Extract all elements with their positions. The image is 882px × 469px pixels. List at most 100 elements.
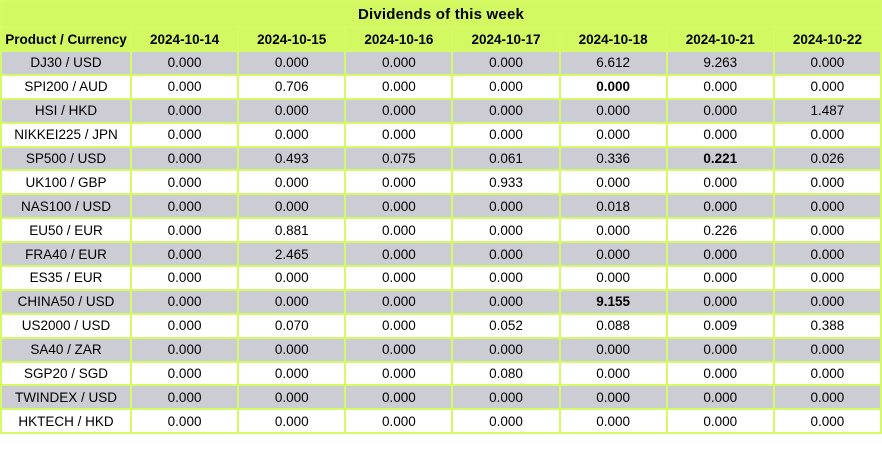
- dividend-value-cell: 2.465: [237, 241, 347, 268]
- dividend-value-cell: 0.088: [558, 312, 668, 339]
- product-currency-cell: HSI / HKD: [0, 97, 132, 124]
- dividend-value-cell: 0.000: [237, 97, 347, 124]
- product-currency-cell: FRA40 / EUR: [0, 241, 132, 268]
- table-row: ES35 / EUR 0.000 0.000 0.000 0.000 0.000 0.000…: [0, 265, 882, 291]
- dividend-value-cell: 0.000: [772, 265, 882, 291]
- dividend-value-cell: 0.000: [129, 384, 240, 411]
- dividend-value-cell: 1.487: [772, 97, 882, 124]
- dividend-value-cell: 0.000: [772, 288, 882, 315]
- table-row: SA40 / ZAR 0.000 0.000 0.000 0.000 0.000 0.000…: [0, 336, 882, 363]
- dividend-value-cell: 0.000: [772, 217, 882, 244]
- dividend-value-cell: 0.493: [237, 145, 347, 172]
- table-row: NIKKEI225 / JPN 0.000 0.000 0.000 0.000 0.000…: [0, 121, 882, 148]
- dividend-value-cell: 0.000: [129, 336, 240, 363]
- dividend-value-cell: 0.000: [451, 73, 561, 100]
- table-row: FRA40 / EUR 0.000 2.465 0.000 0.000 0.000 0.00…: [0, 241, 882, 268]
- dividend-value-cell: 0.000: [558, 73, 668, 100]
- dividend-value-cell: 0.000: [129, 73, 240, 100]
- dividend-value-cell: 0.000: [665, 288, 775, 315]
- dividend-value-cell: 0.000: [558, 360, 668, 387]
- dividend-value-cell: 0.000: [129, 241, 240, 268]
- dividend-value-cell: 0.000: [344, 288, 454, 315]
- dividend-value-cell: 0.000: [665, 73, 775, 100]
- dividend-value-cell: 0.000: [344, 73, 454, 100]
- dividend-value-cell: 0.000: [665, 241, 775, 268]
- dividend-value-cell: 0.000: [772, 169, 882, 196]
- product-currency-cell: HKTECH / HKD: [0, 408, 132, 435]
- dividend-value-cell: 0.000: [129, 265, 240, 291]
- dividend-value-cell: 0.000: [451, 265, 561, 291]
- table-row: US2000 / USD 0.000 0.070 0.000 0.052 0.088 0.0…: [0, 312, 882, 339]
- column-header-date: 2024-10-16: [344, 26, 454, 52]
- dividend-value-cell: 0.000: [129, 360, 240, 387]
- product-currency-cell: TWINDEX / USD: [0, 384, 132, 411]
- dividend-value-cell: 0.000: [451, 336, 561, 363]
- dividend-value-cell: 0.388: [772, 312, 882, 339]
- column-header-date: 2024-10-17: [451, 26, 561, 52]
- dividend-value-cell: 0.000: [237, 336, 347, 363]
- dividend-value-cell: 0.000: [451, 193, 561, 220]
- table-row: DJ30 / USD 0.000 0.000 0.000 0.000 6.612 9.263…: [0, 50, 882, 76]
- dividend-value-cell: 0.000: [665, 121, 775, 148]
- table-row: EU50 / EUR 0.000 0.881 0.000 0.000 0.000 0.226…: [0, 217, 882, 244]
- dividend-value-cell: 0.000: [772, 336, 882, 363]
- dividend-value-cell: 0.881: [237, 217, 347, 244]
- dividend-value-cell: 0.000: [665, 169, 775, 196]
- dividend-value-cell: 0.000: [344, 121, 454, 148]
- dividend-value-cell: 0.000: [344, 336, 454, 363]
- product-currency-cell: EU50 / EUR: [0, 217, 132, 244]
- dividend-value-cell: 0.000: [558, 217, 668, 244]
- dividend-value-cell: 0.000: [237, 360, 347, 387]
- dividend-value-cell: 0.226: [665, 217, 775, 244]
- dividend-value-cell: 0.070: [237, 312, 347, 339]
- dividend-value-cell: 0.000: [344, 97, 454, 124]
- dividend-value-cell: 0.000: [237, 288, 347, 315]
- dividend-value-cell: 0.000: [772, 360, 882, 387]
- column-header-date: 2024-10-14: [129, 26, 240, 52]
- dividend-value-cell: 0.000: [451, 97, 561, 124]
- dividend-value-cell: 0.706: [237, 73, 347, 100]
- dividend-value-cell: 0.221: [665, 145, 775, 172]
- dividend-value-cell: 0.000: [129, 121, 240, 148]
- dividend-value-cell: 0.000: [451, 288, 561, 315]
- dividend-value-cell: 0.000: [665, 97, 775, 124]
- dividend-value-cell: 0.000: [237, 50, 347, 76]
- dividend-value-cell: 0.000: [344, 408, 454, 435]
- dividend-value-cell: 0.000: [665, 408, 775, 435]
- column-header-product-currency: Product / Currency: [0, 26, 132, 52]
- table-row: SP500 / USD 0.000 0.493 0.075 0.061 0.336 0.22…: [0, 145, 882, 172]
- product-currency-cell: CHINA50 / USD: [0, 288, 132, 315]
- dividend-value-cell: 0.026: [772, 145, 882, 172]
- dividend-value-cell: 0.000: [451, 384, 561, 411]
- dividend-value-cell: 0.000: [344, 241, 454, 268]
- dividend-value-cell: 0.000: [665, 360, 775, 387]
- dividend-value-cell: 0.000: [129, 312, 240, 339]
- dividend-value-cell: 0.000: [558, 121, 668, 148]
- dividend-value-cell: 0.000: [772, 193, 882, 220]
- table-row: HKTECH / HKD 0.000 0.000 0.000 0.000 0.000 0.0…: [0, 408, 882, 435]
- product-currency-cell: UK100 / GBP: [0, 169, 132, 196]
- dividend-value-cell: 0.000: [129, 97, 240, 124]
- dividend-value-cell: 0.000: [451, 408, 561, 435]
- dividend-value-cell: 0.000: [344, 169, 454, 196]
- dividend-value-cell: 0.000: [129, 408, 240, 435]
- dividend-value-cell: 0.000: [344, 360, 454, 387]
- dividend-value-cell: 0.000: [237, 121, 347, 148]
- table-body: DJ30 / USD 0.000 0.000 0.000 0.000 6.612 9.263…: [0, 50, 882, 435]
- dividend-value-cell: 6.612: [558, 50, 668, 76]
- product-currency-cell: NIKKEI225 / JPN: [0, 121, 132, 148]
- dividend-value-cell: 0.000: [558, 241, 668, 268]
- product-currency-cell: DJ30 / USD: [0, 50, 132, 76]
- column-header-date: 2024-10-18: [558, 26, 668, 52]
- dividend-value-cell: 0.000: [237, 408, 347, 435]
- dividend-value-cell: 0.000: [558, 97, 668, 124]
- dividend-value-cell: 0.000: [558, 265, 668, 291]
- dividend-value-cell: 0.000: [558, 336, 668, 363]
- title-row: Dividends of this week: [0, 0, 882, 28]
- column-header-row: Product / Currency 2024-10-14 2024-10-15 2…: [0, 26, 882, 52]
- product-currency-cell: SP500 / USD: [0, 145, 132, 172]
- dividend-value-cell: 9.155: [558, 288, 668, 315]
- dividends-table: Dividends of this week Product / Currenc…: [0, 0, 882, 435]
- dividend-value-cell: 0.000: [558, 169, 668, 196]
- table-row: SGP20 / SGD 0.000 0.000 0.000 0.080 0.000 0.00…: [0, 360, 882, 387]
